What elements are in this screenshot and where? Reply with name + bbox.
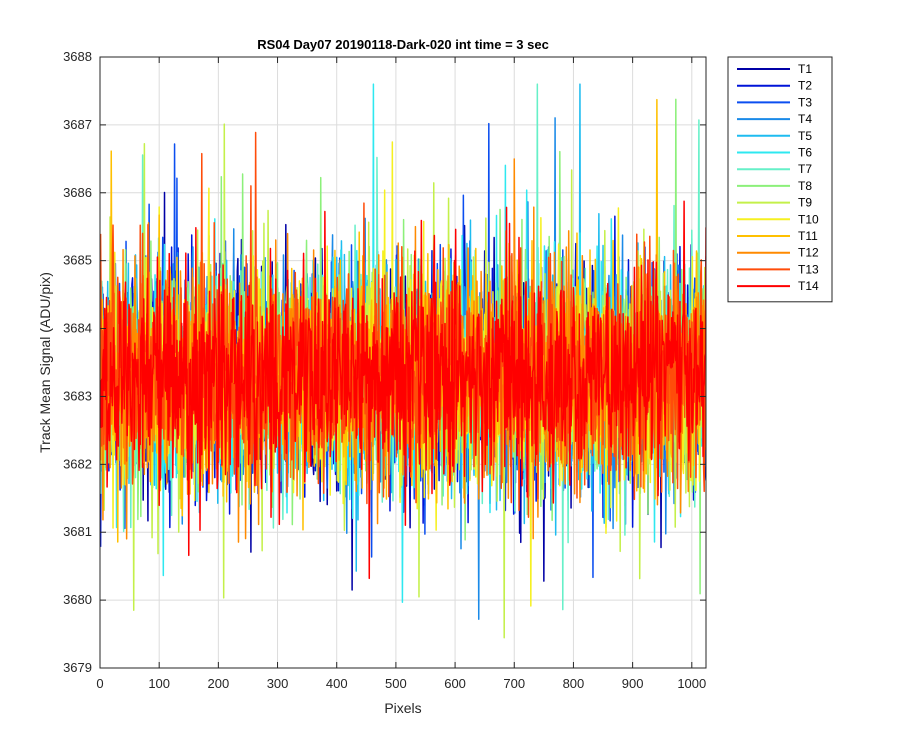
x-tick-label: 100 <box>148 676 170 691</box>
y-tick-label: 3681 <box>63 524 92 539</box>
x-tick-label: 200 <box>208 676 230 691</box>
y-tick-label: 3685 <box>63 253 92 268</box>
legend-item: T12 <box>737 246 819 260</box>
y-tick-label: 3688 <box>63 49 92 64</box>
legend-label: T14 <box>798 279 819 293</box>
x-tick-labels: 0 100 200 300 400 500 600 700 800 900 1000 <box>96 676 706 691</box>
legend-item: T6 <box>737 146 812 160</box>
legend-label: T5 <box>798 129 812 143</box>
x-tick-label: 400 <box>326 676 348 691</box>
legend-item: T14 <box>737 279 819 293</box>
legend-item: T11 <box>737 229 818 243</box>
y-axis-label: Track Mean Signal (ADU/pix) <box>37 272 53 453</box>
legend-item: T10 <box>737 212 819 226</box>
legend-label: T4 <box>798 112 812 126</box>
y-tick-label: 3683 <box>63 388 92 403</box>
x-tick-label: 700 <box>503 676 525 691</box>
legend-item: T3 <box>737 95 812 109</box>
y-tick-labels: 3679 3680 3681 3682 3683 3684 3685 3686 3687 3688 <box>63 49 92 675</box>
x-tick-label: 1000 <box>677 676 706 691</box>
y-tick-label: 3679 <box>63 660 92 675</box>
legend-item: T8 <box>737 179 812 193</box>
legend-label: T11 <box>798 229 818 243</box>
legend-item: T7 <box>737 162 812 176</box>
chart-title: RS04 Day07 20190118-Dark-020 int time = … <box>257 37 549 52</box>
y-tick-label: 3680 <box>63 592 92 607</box>
y-tick-label: 3686 <box>63 185 92 200</box>
legend-item: T13 <box>737 262 819 276</box>
legend-label: T7 <box>798 162 812 176</box>
legend-label: T3 <box>798 95 812 109</box>
series-lines <box>100 83 706 639</box>
legend-label: T13 <box>798 262 819 276</box>
plot-frame <box>99 56 707 669</box>
y-tick-label: 3684 <box>63 321 92 336</box>
legend-label: T8 <box>798 179 812 193</box>
x-tick-label: 900 <box>622 676 644 691</box>
legend-label: T10 <box>798 212 819 226</box>
legend-item: T1 <box>737 62 812 76</box>
legend-item: T9 <box>737 196 812 210</box>
x-axis-label: Pixels <box>384 700 421 716</box>
legend-label: T1 <box>798 62 812 76</box>
legend-box <box>727 56 833 303</box>
legend-label: T12 <box>798 246 819 260</box>
y-tick-label: 3687 <box>63 117 92 132</box>
legend-label: T2 <box>798 79 812 93</box>
legend: T1 T2 T3 T4 T5 T6 T7 T8 T9 T10 T11 T12 T13 T14 <box>727 56 833 303</box>
y-tick-label: 3682 <box>63 456 92 471</box>
legend-label: T9 <box>798 196 812 210</box>
legend-item: T4 <box>737 112 812 126</box>
legend-label: T6 <box>798 146 812 160</box>
x-tick-label: 0 <box>96 676 103 691</box>
x-tick-label: 800 <box>563 676 585 691</box>
legend-item: T2 <box>737 79 812 93</box>
axis-ticks <box>99 56 706 669</box>
x-tick-label: 500 <box>385 676 407 691</box>
series-line-t14 <box>100 200 706 580</box>
x-tick-label: 600 <box>444 676 466 691</box>
x-tick-label: 300 <box>267 676 289 691</box>
legend-item: T5 <box>737 129 812 143</box>
